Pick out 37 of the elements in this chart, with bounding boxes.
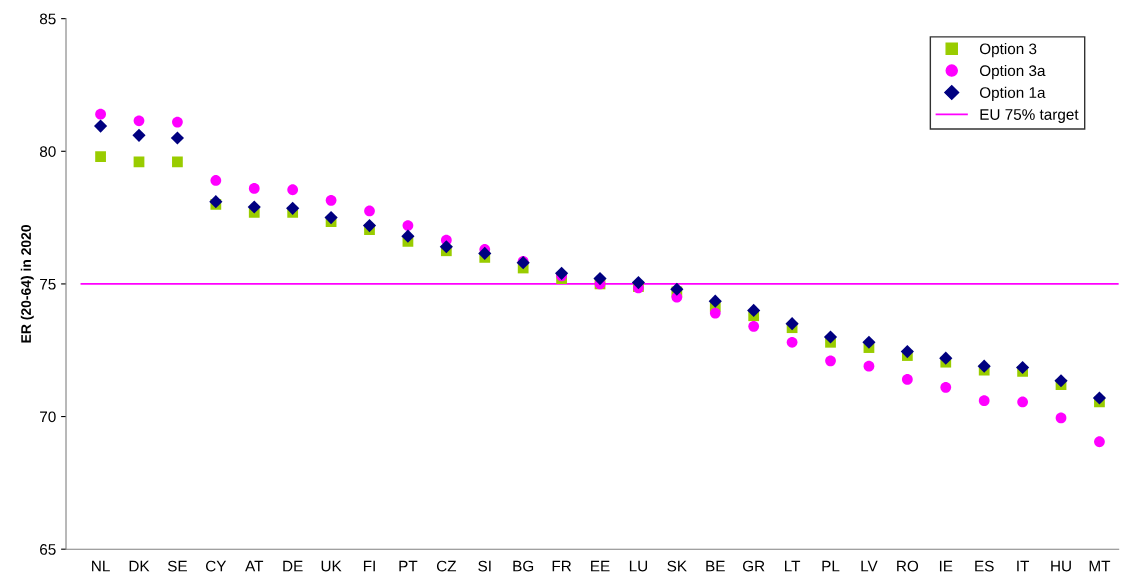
legend-label: Option 1a <box>979 86 1046 102</box>
x-tick-label: NL <box>92 560 110 572</box>
legend-label: EU 75% target <box>980 109 1079 123</box>
x-tick-label: UK <box>321 560 342 572</box>
x-tick-label: LT <box>785 560 801 572</box>
x-tick-label: ES <box>975 560 994 572</box>
x-tick-label: CY <box>206 560 227 572</box>
x-tick-label: LU <box>629 560 648 572</box>
x-tick-label: MT <box>1089 560 1111 572</box>
legend-label: Option 3 <box>979 43 1037 58</box>
x-tick-label: AT <box>245 560 264 572</box>
x-tick-label: RO <box>897 560 919 572</box>
x-tick-label: PT <box>399 560 418 572</box>
y-tick-label: 80 <box>39 146 56 157</box>
y-tick-label: 70 <box>40 411 56 423</box>
x-tick-label: DK <box>129 560 150 572</box>
x-tick-label: DE <box>283 560 303 572</box>
x-tick-label: SK <box>667 560 687 572</box>
x-tick-label: FI <box>363 560 375 572</box>
x-tick-label: IE <box>939 560 953 572</box>
y-tick-label: 85 <box>39 13 56 25</box>
x-tick-label: LV <box>861 560 878 572</box>
x-tick-label: BE <box>706 560 725 572</box>
x-tick-label: FR <box>552 560 572 572</box>
x-tick-label: PL <box>822 560 840 572</box>
x-tick-label: IT <box>1017 560 1030 572</box>
x-tick-label: CZ <box>436 560 457 572</box>
x-tick-label: HU <box>1051 560 1071 572</box>
x-tick-label: BG <box>513 560 534 572</box>
x-tick-label: SE <box>167 560 187 572</box>
y-tick-label: 75 <box>40 278 56 290</box>
x-tick-label: SI <box>478 560 491 572</box>
x-tick-label: GR <box>742 560 765 572</box>
y-tick-label: 65 <box>40 544 56 555</box>
legend-label: Option 3a <box>979 64 1046 80</box>
x-tick-label: EE <box>591 560 610 572</box>
y-axis-title: ER (20-64) in 2020 <box>20 225 34 343</box>
